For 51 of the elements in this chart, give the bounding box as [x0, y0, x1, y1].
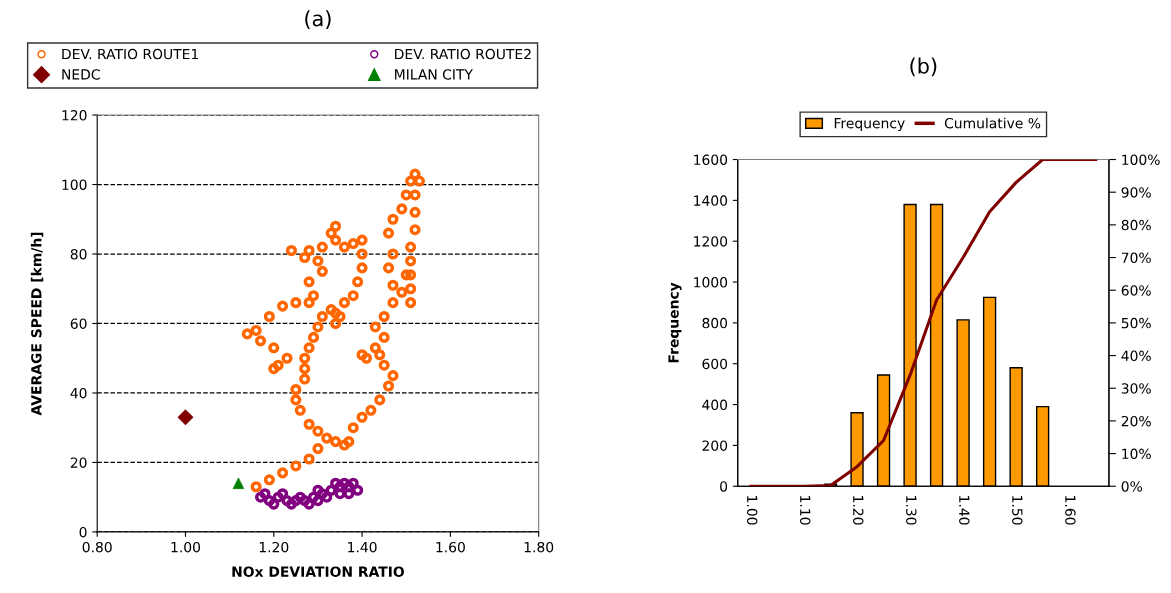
y-tick-label: 20	[70, 457, 87, 468]
y-tick-label: 1600	[694, 154, 728, 165]
y-tick-label: 40	[70, 387, 87, 399]
y2-tick-label: 40%	[1121, 350, 1151, 362]
y-tick-label: 200	[702, 440, 728, 451]
y2-tick-label: 10%	[1122, 448, 1151, 460]
x-axis-title: NOx DEVIATION RATIO	[232, 566, 405, 577]
y2-tick-label: 100%	[1122, 154, 1160, 165]
chart-title: (b)	[910, 57, 937, 77]
x-tick-label: 1.60	[436, 541, 465, 553]
y-tick-label: 0	[720, 481, 728, 492]
y2-tick-label: 80%	[1121, 219, 1151, 231]
y-tick-label: 600	[702, 358, 728, 370]
y-axis-title: AVERAGE SPEED [km/h]	[30, 232, 44, 416]
x-tick-label: 1.30	[906, 496, 917, 525]
x-tick-label: 1.40	[348, 541, 377, 553]
legend-label: NEDC	[62, 69, 100, 80]
x-tick-label: 1.00	[171, 541, 201, 553]
x-tick-label: 1.80	[524, 541, 554, 553]
y2-tick-label: 90%	[1121, 187, 1151, 198]
legend-label: DEV. RATIO ROUTE1	[62, 48, 198, 60]
x-tick-label: 1.50	[1012, 496, 1023, 525]
y-tick-label: 80	[70, 248, 87, 260]
x-tick-label: 1.20	[853, 496, 864, 525]
y-tick-label: 0	[79, 526, 87, 538]
y-tick-label: 60	[70, 318, 87, 329]
x-tick-label: 0.80	[82, 541, 112, 553]
y-tick-label: 100	[62, 179, 87, 190]
y2-tick-label: 50%	[1121, 317, 1151, 329]
y-tick-label: 120	[62, 110, 87, 121]
legend-label: MILAN CITY	[395, 69, 473, 80]
x-tick-label: 1.20	[259, 541, 289, 553]
legend-label: Cumulative %	[944, 117, 1041, 129]
y2-tick-label: 20%	[1121, 415, 1151, 427]
y-tick-label: 1000	[694, 277, 728, 288]
legend-label: Frequency	[834, 118, 905, 132]
y-axis-title: Frequency	[668, 282, 682, 363]
y-tick-label: 800	[702, 317, 728, 329]
y-tick-label: 400	[702, 399, 728, 411]
legend-label: DEV. RATIO ROUTE2	[395, 48, 531, 60]
y2-tick-label: 70%	[1121, 252, 1151, 264]
x-tick-label: 1.40	[959, 496, 970, 525]
y2-tick-label: 30%	[1121, 383, 1151, 394]
x-tick-label: 1.00	[746, 496, 758, 525]
x-tick-label: 1.10	[799, 496, 811, 525]
y-tick-label: 1400	[694, 195, 728, 206]
x-tick-label: 1.60	[1065, 496, 1076, 525]
y2-tick-label: 60%	[1121, 285, 1151, 296]
y2-tick-label: 0%	[1121, 481, 1143, 492]
y-tick-label: 1200	[694, 236, 728, 247]
chart-title: (a)	[305, 10, 331, 29]
